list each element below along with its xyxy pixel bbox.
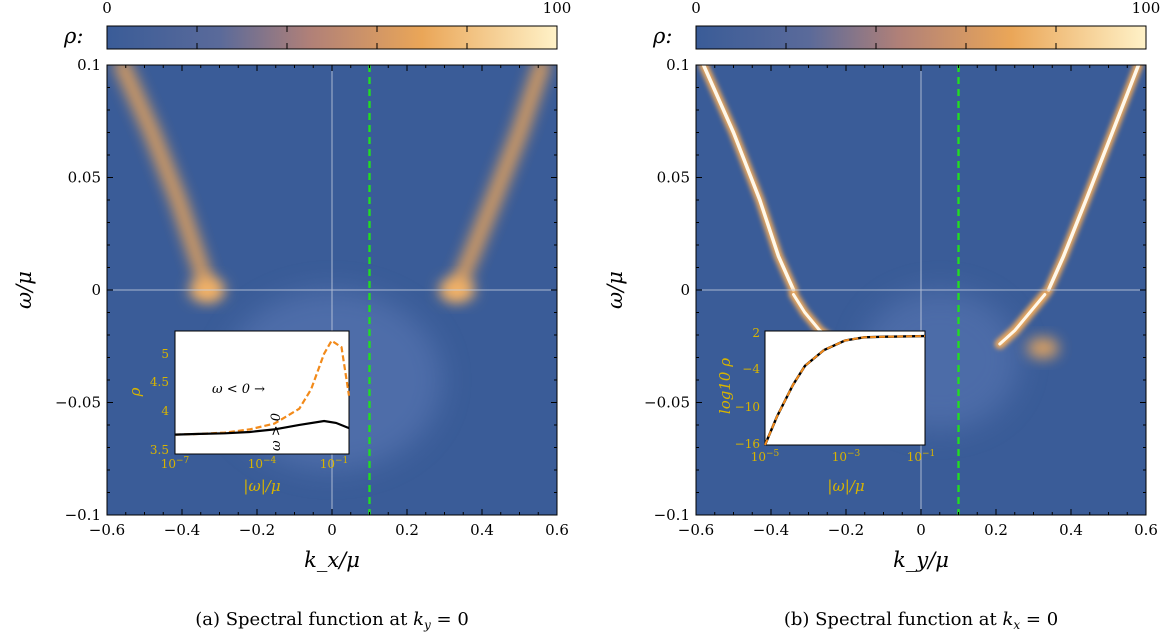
xtick-label: −0.6 bbox=[678, 521, 714, 539]
ytick-label: −0.1 bbox=[654, 506, 690, 524]
colorbar-b-min: 0 bbox=[691, 0, 701, 17]
xtick-label: −0.2 bbox=[828, 521, 864, 539]
inset-a-ylabel: ρ bbox=[126, 387, 144, 397]
colorbar-b-symbol: ρ: bbox=[652, 24, 672, 48]
colorbar-b-max: 100 bbox=[1132, 0, 1161, 17]
inset-b-ytick-1: −4 bbox=[742, 362, 760, 376]
xtick-label: 0.2 bbox=[395, 521, 419, 539]
inset-a-annot-pos: ω > 0 bbox=[269, 413, 284, 451]
inset-a-ytick-2: 4 bbox=[161, 404, 169, 418]
xtick-label: −0.4 bbox=[753, 521, 789, 539]
inset-b-ytick-0: 2 bbox=[752, 326, 760, 340]
band-a-right bbox=[447, 65, 550, 298]
ytick-label: 0.05 bbox=[657, 169, 690, 187]
colorbar-a-max: 100 bbox=[543, 0, 572, 17]
inset-b-ytick-3: −16 bbox=[735, 437, 760, 451]
inset-b-xlabel: |ω|/μ bbox=[827, 477, 864, 495]
panel-a: 0 100 ρ: −0.6 −0.4 −0.2 0 0.2 0.4 0.60.10.050−… bbox=[12, 0, 571, 632]
caption-b: (b) Spectral function at kx = 0 bbox=[784, 609, 1058, 632]
ylabel-a: ω/μ bbox=[12, 271, 36, 309]
inset-a: ω < 0 → ω > 0 10−7 10−4 10−1 5 4.5 4 3.5… bbox=[126, 330, 351, 495]
inset-b-ytick-2: −10 bbox=[735, 400, 760, 414]
xtick-label: 0.4 bbox=[470, 521, 494, 539]
axes-a: −0.6 −0.4 −0.2 0 0.2 0.4 0.6 0.1 0.05 0 −0.05 −0.1 bbox=[55, 56, 569, 539]
caption-a: (a) Spectral function at ky = 0 bbox=[195, 609, 469, 632]
colorbar-b-ticks bbox=[785, 26, 1057, 49]
xtick-label: 0 bbox=[916, 521, 926, 539]
inset-b: 10−5 10−3 10−1 2 −4 −10 −16 |ω|/μ log10 … bbox=[716, 326, 935, 495]
colorbar-a-ticks bbox=[196, 26, 468, 49]
xtick-label: 0.2 bbox=[984, 521, 1008, 539]
ylabel-b: ω/μ bbox=[603, 271, 627, 309]
inset-a-ytick-3: 3.5 bbox=[150, 443, 169, 457]
xtick-label: −0.4 bbox=[164, 521, 200, 539]
inset-a-ytick-1: 4.5 bbox=[150, 375, 169, 389]
inset-b-dashed-curve bbox=[764, 335, 926, 446]
xtick-label: 0.6 bbox=[1134, 521, 1158, 539]
band-b-left-core bbox=[701, 65, 796, 292]
colorbar-a-min: 0 bbox=[102, 0, 112, 17]
xtick-label: 0.6 bbox=[545, 521, 569, 539]
axes-b: −0.6 −0.4 −0.2 0 0.2 0.4 0.6 0.1 0.05 0 −0.05 −0.1 bbox=[644, 56, 1158, 539]
band-b-right-lower-peak bbox=[1027, 337, 1059, 359]
ytick-label: 0.1 bbox=[77, 56, 101, 74]
colorbar-a-symbol: ρ: bbox=[63, 24, 83, 48]
ytick-label: −0.05 bbox=[55, 394, 101, 412]
xlabel-a: k_x/μ bbox=[304, 548, 360, 572]
colorbar-b bbox=[695, 25, 1147, 50]
inset-a-annot-neg: ω < 0 → bbox=[212, 382, 265, 397]
ytick-label: 0 bbox=[680, 281, 690, 299]
inset-a-pos-curve bbox=[174, 419, 350, 436]
inset-b-ylabel: log10 ρ bbox=[716, 358, 734, 414]
xtick-label: −0.6 bbox=[89, 521, 125, 539]
ytick-label: −0.1 bbox=[65, 506, 101, 524]
band-b-right-core bbox=[1046, 65, 1141, 292]
inset-a-ytick-0: 5 bbox=[161, 347, 169, 361]
panel-b: 0 100 ρ: −0.6 −0.4 −0.2 0 0.2 bbox=[603, 0, 1160, 632]
band-b-right-lower-core bbox=[998, 293, 1047, 346]
colorbar-a bbox=[106, 25, 558, 50]
xtick-label: 0 bbox=[327, 521, 337, 539]
ytick-label: −0.05 bbox=[644, 394, 690, 412]
band-a-left bbox=[114, 65, 217, 298]
inset-a-xlabel: |ω|/μ bbox=[243, 477, 280, 495]
xtick-label: 0.4 bbox=[1059, 521, 1083, 539]
ytick-label: 0.05 bbox=[68, 169, 101, 187]
ytick-label: 0.1 bbox=[666, 56, 690, 74]
xtick-label: −0.2 bbox=[239, 521, 275, 539]
ytick-label: 0 bbox=[91, 281, 101, 299]
xlabel-b: k_y/μ bbox=[893, 548, 949, 572]
